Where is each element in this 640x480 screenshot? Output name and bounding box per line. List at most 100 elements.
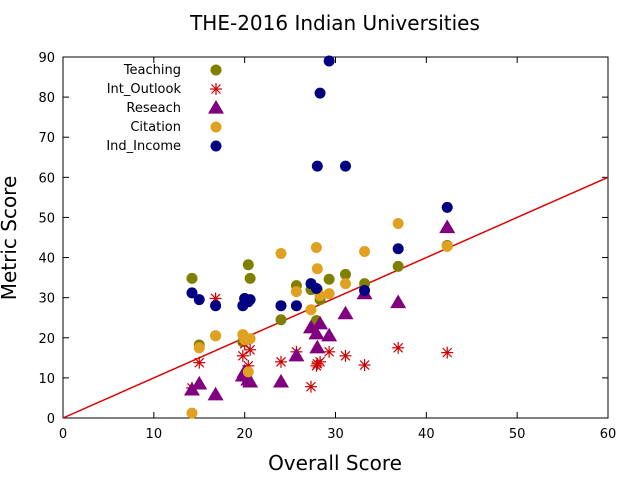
y-tick-label: 80 [38, 91, 55, 106]
point-citation [242, 366, 254, 378]
y-tick-label: 10 [38, 372, 55, 387]
star-stroke [315, 356, 325, 367]
point-ind-income [210, 300, 222, 312]
x-tick-label: 20 [236, 427, 253, 442]
point-teaching [244, 272, 256, 284]
x-tick-label: 10 [146, 427, 163, 442]
legend-label-reseach: Reseach [126, 101, 181, 116]
reference-line-layer [62, 176, 609, 419]
point-reseach [312, 315, 329, 330]
point-citation [193, 342, 205, 354]
legend-marker-teaching [210, 64, 222, 76]
point-int-outlook [275, 355, 287, 368]
reference-line [62, 176, 609, 419]
point-int-outlook [323, 345, 336, 358]
legend-marker-int-outlook [210, 83, 222, 95]
point-ind-income [275, 300, 287, 312]
x-axis-label: Overall Score [268, 451, 402, 475]
legend-label-ind-income: Ind_Income [106, 139, 181, 154]
star-stroke [340, 350, 351, 361]
axes: 0 10 20 30 40 50 60 0 10 20 30 40 50 60 70 80 90 [38, 51, 616, 442]
legend: Teaching Int_Outlook Reseach Citation Ind_In… [106, 63, 224, 154]
point-int-outlook [339, 349, 352, 362]
point-reseach [337, 305, 354, 320]
point-teaching [323, 273, 335, 285]
x-tick-label: 60 [600, 427, 617, 442]
legend-marker-citation [210, 121, 222, 133]
x-tick-label: 0 [59, 427, 67, 442]
star-stroke [245, 344, 256, 355]
point-ind-income [314, 87, 326, 99]
x-tick-label: 50 [509, 427, 526, 442]
point-ind-income [323, 55, 335, 67]
point-teaching [186, 272, 198, 284]
data-points [183, 55, 456, 419]
point-int-outlook [193, 356, 206, 369]
point-int-outlook [304, 380, 317, 393]
y-tick-label: 60 [38, 171, 55, 186]
point-teaching [275, 314, 287, 326]
point-int-outlook [358, 359, 371, 372]
y-tick-label: 90 [38, 51, 55, 66]
y-tick-label: 30 [38, 292, 55, 307]
star-stroke [306, 381, 316, 392]
y-axis-label: Metric Score [0, 176, 21, 301]
point-reseach [273, 373, 289, 388]
y-tick-label: 50 [38, 211, 55, 226]
point-ind-income [193, 294, 205, 306]
point-citation [323, 288, 335, 300]
point-reseach [309, 339, 326, 354]
point-teaching [339, 268, 351, 280]
legend-label-int-outlook: Int_Outlook [107, 82, 182, 97]
point-reseach [321, 327, 338, 342]
point-ind-income [339, 160, 351, 172]
point-teaching [392, 260, 404, 272]
x-tick-label: 30 [327, 427, 344, 442]
star-stroke [237, 350, 248, 361]
y-tick-label: 0 [47, 412, 55, 427]
point-ind-income [186, 287, 198, 299]
point-citation [186, 407, 198, 419]
point-ind-income [311, 160, 323, 172]
point-ind-income [244, 294, 256, 306]
point-citation [275, 248, 287, 260]
star-stroke [359, 360, 370, 370]
chart-title: THE-2016 Indian Universities [189, 11, 480, 35]
point-ind-income [359, 284, 371, 296]
point-citation [210, 330, 222, 342]
star-stroke [393, 342, 404, 353]
star-stroke [442, 347, 453, 358]
point-citation [392, 217, 404, 229]
point-int-outlook [314, 355, 327, 368]
point-reseach [242, 373, 259, 388]
point-citation [305, 304, 317, 316]
point-int-outlook [244, 343, 257, 356]
point-reseach [288, 347, 305, 362]
point-teaching [242, 259, 254, 271]
point-ind-income [290, 300, 302, 312]
star-stroke [324, 346, 335, 357]
legend-marker-reseach [208, 100, 224, 114]
point-ind-income [441, 201, 453, 213]
star-stroke [194, 357, 205, 368]
point-reseach [439, 219, 456, 234]
point-citation [311, 263, 323, 275]
point-int-outlook [236, 349, 249, 362]
star-stroke [276, 356, 286, 367]
star-stroke [211, 84, 221, 94]
y-tick-label: 40 [38, 252, 55, 267]
point-int-outlook [441, 346, 454, 359]
point-citation [359, 246, 371, 258]
point-reseach [207, 386, 224, 401]
point-reseach [191, 375, 208, 390]
point-citation [339, 278, 351, 290]
point-reseach [390, 294, 407, 309]
point-ind-income [310, 282, 322, 294]
legend-marker-ind-income [210, 140, 222, 152]
legend-label-citation: Citation [130, 120, 181, 135]
x-tick-label: 40 [418, 427, 435, 442]
point-citation [244, 333, 256, 345]
legend-label-teaching: Teaching [123, 63, 181, 78]
point-ind-income [392, 243, 404, 255]
